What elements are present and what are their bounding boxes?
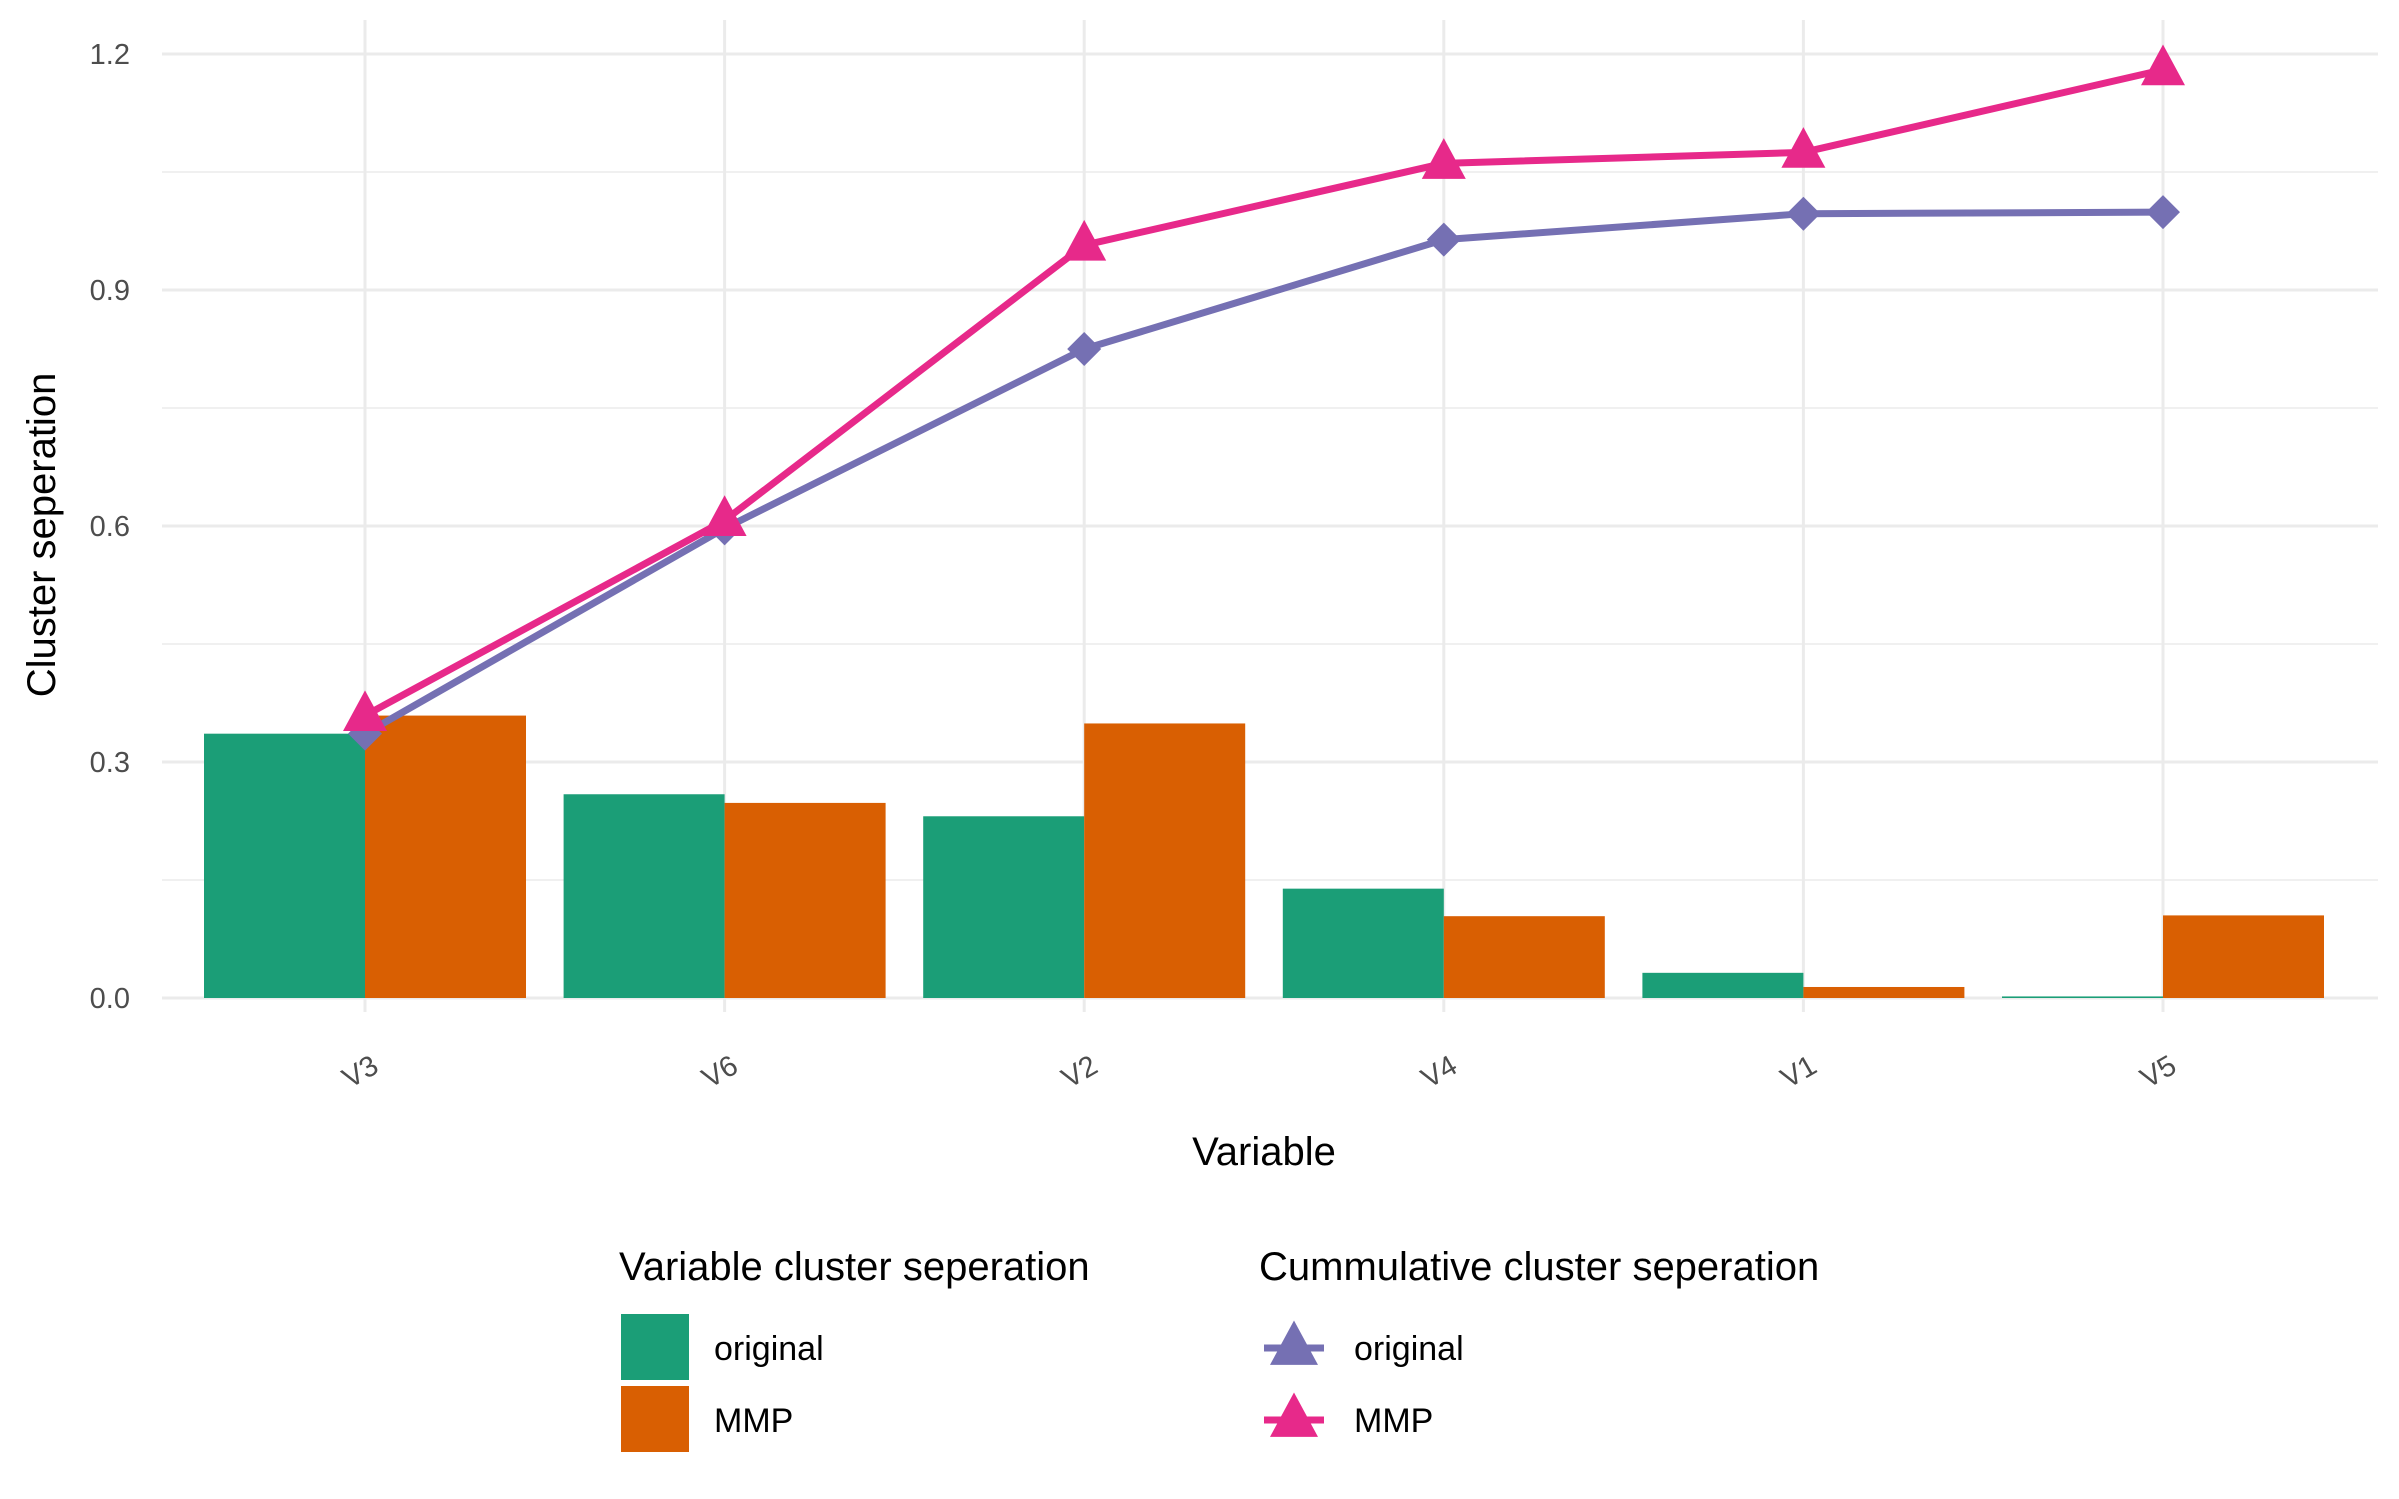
legend-marker-mmp <box>1270 1392 1318 1437</box>
legend-key-bar-original <box>621 1314 689 1380</box>
legend-marker-original <box>1270 1320 1318 1365</box>
y-tick-label: 0.9 <box>90 275 130 307</box>
y-tick-label: 1.2 <box>90 39 130 71</box>
legend-label-bar-original: original <box>714 1330 824 1368</box>
bar-mmp-V2 <box>1084 723 1246 998</box>
bar-original-V3 <box>204 733 365 998</box>
bar-original-V4 <box>1282 888 1444 998</box>
y-axis-title: Cluster seperation <box>20 373 64 698</box>
x-tick-label: V1 <box>1776 1049 1823 1094</box>
legend-label-bar-mmp: MMP <box>714 1402 793 1440</box>
grid-lines <box>162 20 2378 1012</box>
legend-keys: original MMP original MMP <box>621 1314 1464 1452</box>
bar-original-V2 <box>923 816 1085 998</box>
bar-original-V1 <box>1642 972 1804 998</box>
x-tick-label: V5 <box>2135 1049 2182 1094</box>
x-tick-label: V3 <box>337 1049 384 1094</box>
x-tick-labels: V3 V6 V2 V4 V1 V5 <box>337 1049 2182 1094</box>
line-mmp <box>363 66 2164 719</box>
bar-mmp-V4 <box>1443 916 1605 998</box>
line-legend-title: Cummulative cluster seperation <box>1259 1245 1819 1289</box>
y-tick-label: 0.6 <box>90 511 130 543</box>
point-original-V4 <box>1426 222 1461 257</box>
point-mmp-V5 <box>2141 44 2185 86</box>
legend-label-line-mmp: MMP <box>1354 1402 1433 1440</box>
bar-original-V5 <box>2002 996 2163 998</box>
bar-original-V6 <box>563 794 725 998</box>
legend: Variable cluster seperation Cummulative … <box>619 1245 1819 1452</box>
point-original-V1 <box>1786 196 1821 231</box>
y-tick-labels: 0.0 0.3 0.6 0.9 1.2 <box>90 39 130 1015</box>
point-mmp-V4 <box>1421 138 1466 179</box>
point-mmp-V2 <box>1062 219 1107 261</box>
line-original <box>363 208 2164 737</box>
point-mmp-V1 <box>1781 127 1826 168</box>
bar-legend-title: Variable cluster seperation <box>619 1245 1090 1289</box>
bar-series <box>204 715 2324 998</box>
y-tick-label: 0.0 <box>90 983 130 1015</box>
bar-mmp-V6 <box>724 802 886 998</box>
x-tick-label: V2 <box>1056 1049 1103 1094</box>
legend-key-bar-mmp <box>621 1386 689 1452</box>
point-mmp-V3 <box>343 690 387 732</box>
point-original-V5 <box>2146 195 2180 230</box>
point-original-V2 <box>1067 332 1102 366</box>
point-mmp-V6 <box>702 495 747 536</box>
line-series <box>343 44 2185 751</box>
x-tick-label: V6 <box>697 1049 744 1094</box>
x-axis-title: Variable <box>1192 1130 1336 1174</box>
bar-mmp-V1 <box>1803 986 1965 998</box>
legend-label-line-original: original <box>1354 1330 1464 1368</box>
y-tick-label: 0.3 <box>90 747 130 779</box>
x-tick-label: V4 <box>1416 1049 1463 1094</box>
bar-mmp-V3 <box>365 715 526 998</box>
bar-mmp-V5 <box>2163 915 2324 998</box>
